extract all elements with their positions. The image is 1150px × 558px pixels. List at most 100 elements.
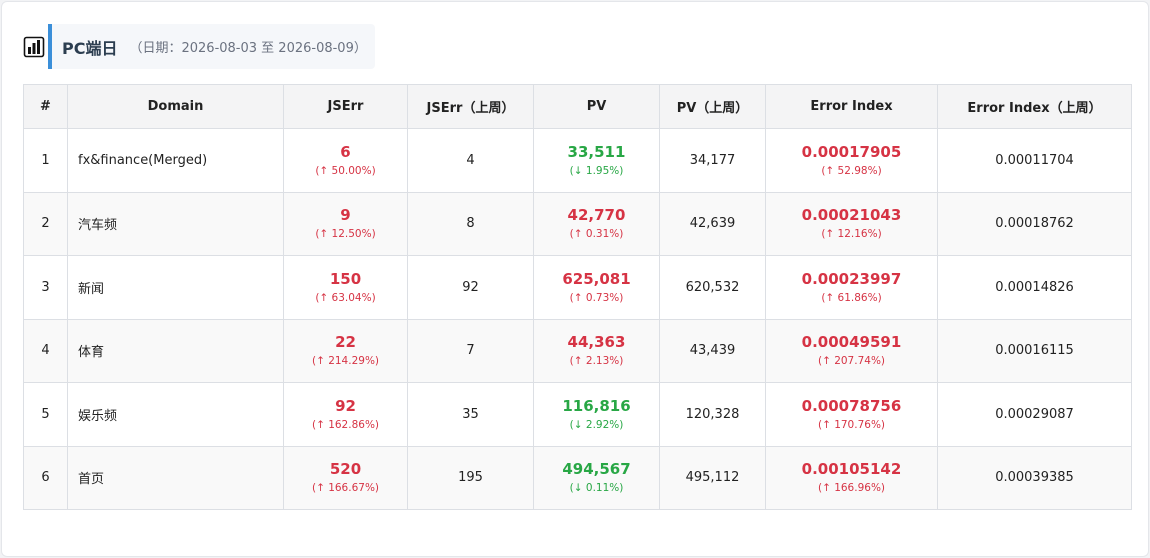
row-index: 3 xyxy=(23,255,68,320)
jserr-value: 9 xyxy=(340,206,351,225)
jserr-value: 92 xyxy=(335,396,356,415)
error-index-prev-value: 0.00018762 xyxy=(937,191,1132,256)
pv-change: (↓ 2.92%) xyxy=(569,418,624,431)
row-index: 1 xyxy=(23,128,68,193)
error-index-value: 0.00105142 xyxy=(801,460,902,479)
error-index-change: (↑ 52.98%) xyxy=(821,164,882,177)
pv-cell: 44,363 (↑ 2.13%) xyxy=(533,318,660,383)
column-header-jserr: JSErr xyxy=(283,84,408,129)
jserr-change: (↑ 12.50%) xyxy=(315,228,376,241)
error-index-change: (↑ 12.16%) xyxy=(821,228,882,241)
jserr-prev-value: 35 xyxy=(407,382,534,447)
pv-value: 33,511 xyxy=(567,142,626,161)
jserr-change: (↑ 162.86%) xyxy=(311,418,380,431)
error-index-cell: 0.00078756 (↑ 170.76%) xyxy=(765,382,938,447)
table-row: 4 体育 22 (↑ 214.29%) 7 44,363 (↑ 2.13%) 43,439 0.… xyxy=(23,318,1132,383)
pv-value: 494,567 xyxy=(562,460,631,479)
table-row: 5 娱乐频 92 (↑ 162.86%) 35 116,816 (↓ 2.92%) 120,3… xyxy=(23,382,1132,447)
error-index-cell: 0.00023997 (↑ 61.86%) xyxy=(765,255,938,320)
error-index-prev-value: 0.00014826 xyxy=(937,255,1132,320)
error-index-cell: 0.00105142 (↑ 166.96%) xyxy=(765,445,938,510)
column-header-pv: PV xyxy=(533,84,660,129)
table-header-row: # Domain JSErr JSErr（上周） PV PV（上周） Error… xyxy=(23,84,1132,129)
jserr-change: (↑ 63.04%) xyxy=(315,291,376,304)
pv-cell: 116,816 (↓ 2.92%) xyxy=(533,382,660,447)
page-title: PC端日 xyxy=(62,38,118,58)
pv-value: 625,081 xyxy=(562,269,631,288)
error-index-cell: 0.00017905 (↑ 52.98%) xyxy=(765,128,938,193)
pv-prev-value: 120,328 xyxy=(659,382,766,447)
jserr-cell: 22 (↑ 214.29%) xyxy=(283,318,408,383)
error-index-prev-value: 0.00039385 xyxy=(937,445,1132,510)
pv-cell: 494,567 (↓ 0.11%) xyxy=(533,445,660,510)
error-index-change: (↑ 166.96%) xyxy=(817,482,886,495)
pv-change: (↑ 0.73%) xyxy=(569,291,624,304)
domain-name: 体育 xyxy=(67,318,284,383)
domain-name: 首页 xyxy=(67,445,284,510)
pv-cell: 625,081 (↑ 0.73%) xyxy=(533,255,660,320)
jserr-value: 6 xyxy=(340,142,351,161)
jserr-prev-value: 8 xyxy=(407,191,534,256)
jserr-value: 150 xyxy=(329,269,362,288)
jserr-prev-value: 7 xyxy=(407,318,534,383)
chart-icon xyxy=(22,35,46,59)
jserr-prev-value: 195 xyxy=(407,445,534,510)
pv-value: 116,816 xyxy=(562,396,631,415)
jserr-cell: 6 (↑ 50.00%) xyxy=(283,128,408,193)
table-row: 3 新闻 150 (↑ 63.04%) 92 625,081 (↑ 0.73%) 620,53… xyxy=(23,255,1132,320)
column-header-jserr-prev: JSErr（上周） xyxy=(407,84,534,129)
pv-change: (↑ 2.13%) xyxy=(569,355,624,368)
jserr-value: 22 xyxy=(335,333,356,352)
jserr-cell: 520 (↑ 166.67%) xyxy=(283,445,408,510)
domain-name: 新闻 xyxy=(67,255,284,320)
row-index: 6 xyxy=(23,445,68,510)
jserr-cell: 92 (↑ 162.86%) xyxy=(283,382,408,447)
pv-prev-value: 43,439 xyxy=(659,318,766,383)
error-index-cell: 0.00049591 (↑ 207.74%) xyxy=(765,318,938,383)
column-header-error-index-prev: Error Index（上周） xyxy=(937,84,1132,129)
error-index-change: (↑ 61.86%) xyxy=(821,291,882,304)
jserr-cell: 150 (↑ 63.04%) xyxy=(283,255,408,320)
column-header-domain: Domain xyxy=(67,84,284,129)
error-index-cell: 0.00021043 (↑ 12.16%) xyxy=(765,191,938,256)
domain-name: fx&finance(Merged) xyxy=(67,128,284,193)
error-index-prev-value: 0.00011704 xyxy=(937,128,1132,193)
pv-value: 42,770 xyxy=(567,206,626,225)
jserr-change: (↑ 166.67%) xyxy=(311,482,380,495)
error-index-value: 0.00023997 xyxy=(801,269,902,288)
domain-name: 娱乐频 xyxy=(67,382,284,447)
error-report-table: # Domain JSErr JSErr（上周） PV PV（上周） Error… xyxy=(23,84,1132,510)
jserr-prev-value: 92 xyxy=(407,255,534,320)
error-index-value: 0.00049591 xyxy=(801,333,902,352)
error-index-value: 0.00021043 xyxy=(801,206,902,225)
jserr-value: 520 xyxy=(329,460,362,479)
error-index-value: 0.00017905 xyxy=(801,142,902,161)
column-header-index: # xyxy=(23,84,68,129)
report-header: PC端日 （日期：2026-08-03 至 2026-08-09） xyxy=(22,24,375,69)
pv-change: (↓ 1.95%) xyxy=(569,164,624,177)
pv-change: (↓ 0.11%) xyxy=(569,482,624,495)
pv-prev-value: 34,177 xyxy=(659,128,766,193)
error-index-change: (↑ 170.76%) xyxy=(817,418,886,431)
row-index: 2 xyxy=(23,191,68,256)
pv-cell: 33,511 (↓ 1.95%) xyxy=(533,128,660,193)
jserr-prev-value: 4 xyxy=(407,128,534,193)
pv-change: (↑ 0.31%) xyxy=(569,228,624,241)
pv-value: 44,363 xyxy=(567,333,626,352)
domain-name: 汽车频 xyxy=(67,191,284,256)
table-row: 1 fx&finance(Merged) 6 (↑ 50.00%) 4 33,511 (↓ … xyxy=(23,128,1132,193)
pv-prev-value: 620,532 xyxy=(659,255,766,320)
row-index: 4 xyxy=(23,318,68,383)
error-index-prev-value: 0.00016115 xyxy=(937,318,1132,383)
pv-prev-value: 495,112 xyxy=(659,445,766,510)
jserr-cell: 9 (↑ 12.50%) xyxy=(283,191,408,256)
title-box: PC端日 （日期：2026-08-03 至 2026-08-09） xyxy=(48,24,375,69)
column-header-pv-prev: PV（上周） xyxy=(659,84,766,129)
error-index-change: (↑ 207.74%) xyxy=(817,355,886,368)
jserr-change: (↑ 214.29%) xyxy=(311,355,380,368)
date-range: （日期：2026-08-03 至 2026-08-09） xyxy=(129,41,367,56)
row-index: 5 xyxy=(23,382,68,447)
error-index-value: 0.00078756 xyxy=(801,396,902,415)
pv-prev-value: 42,639 xyxy=(659,191,766,256)
